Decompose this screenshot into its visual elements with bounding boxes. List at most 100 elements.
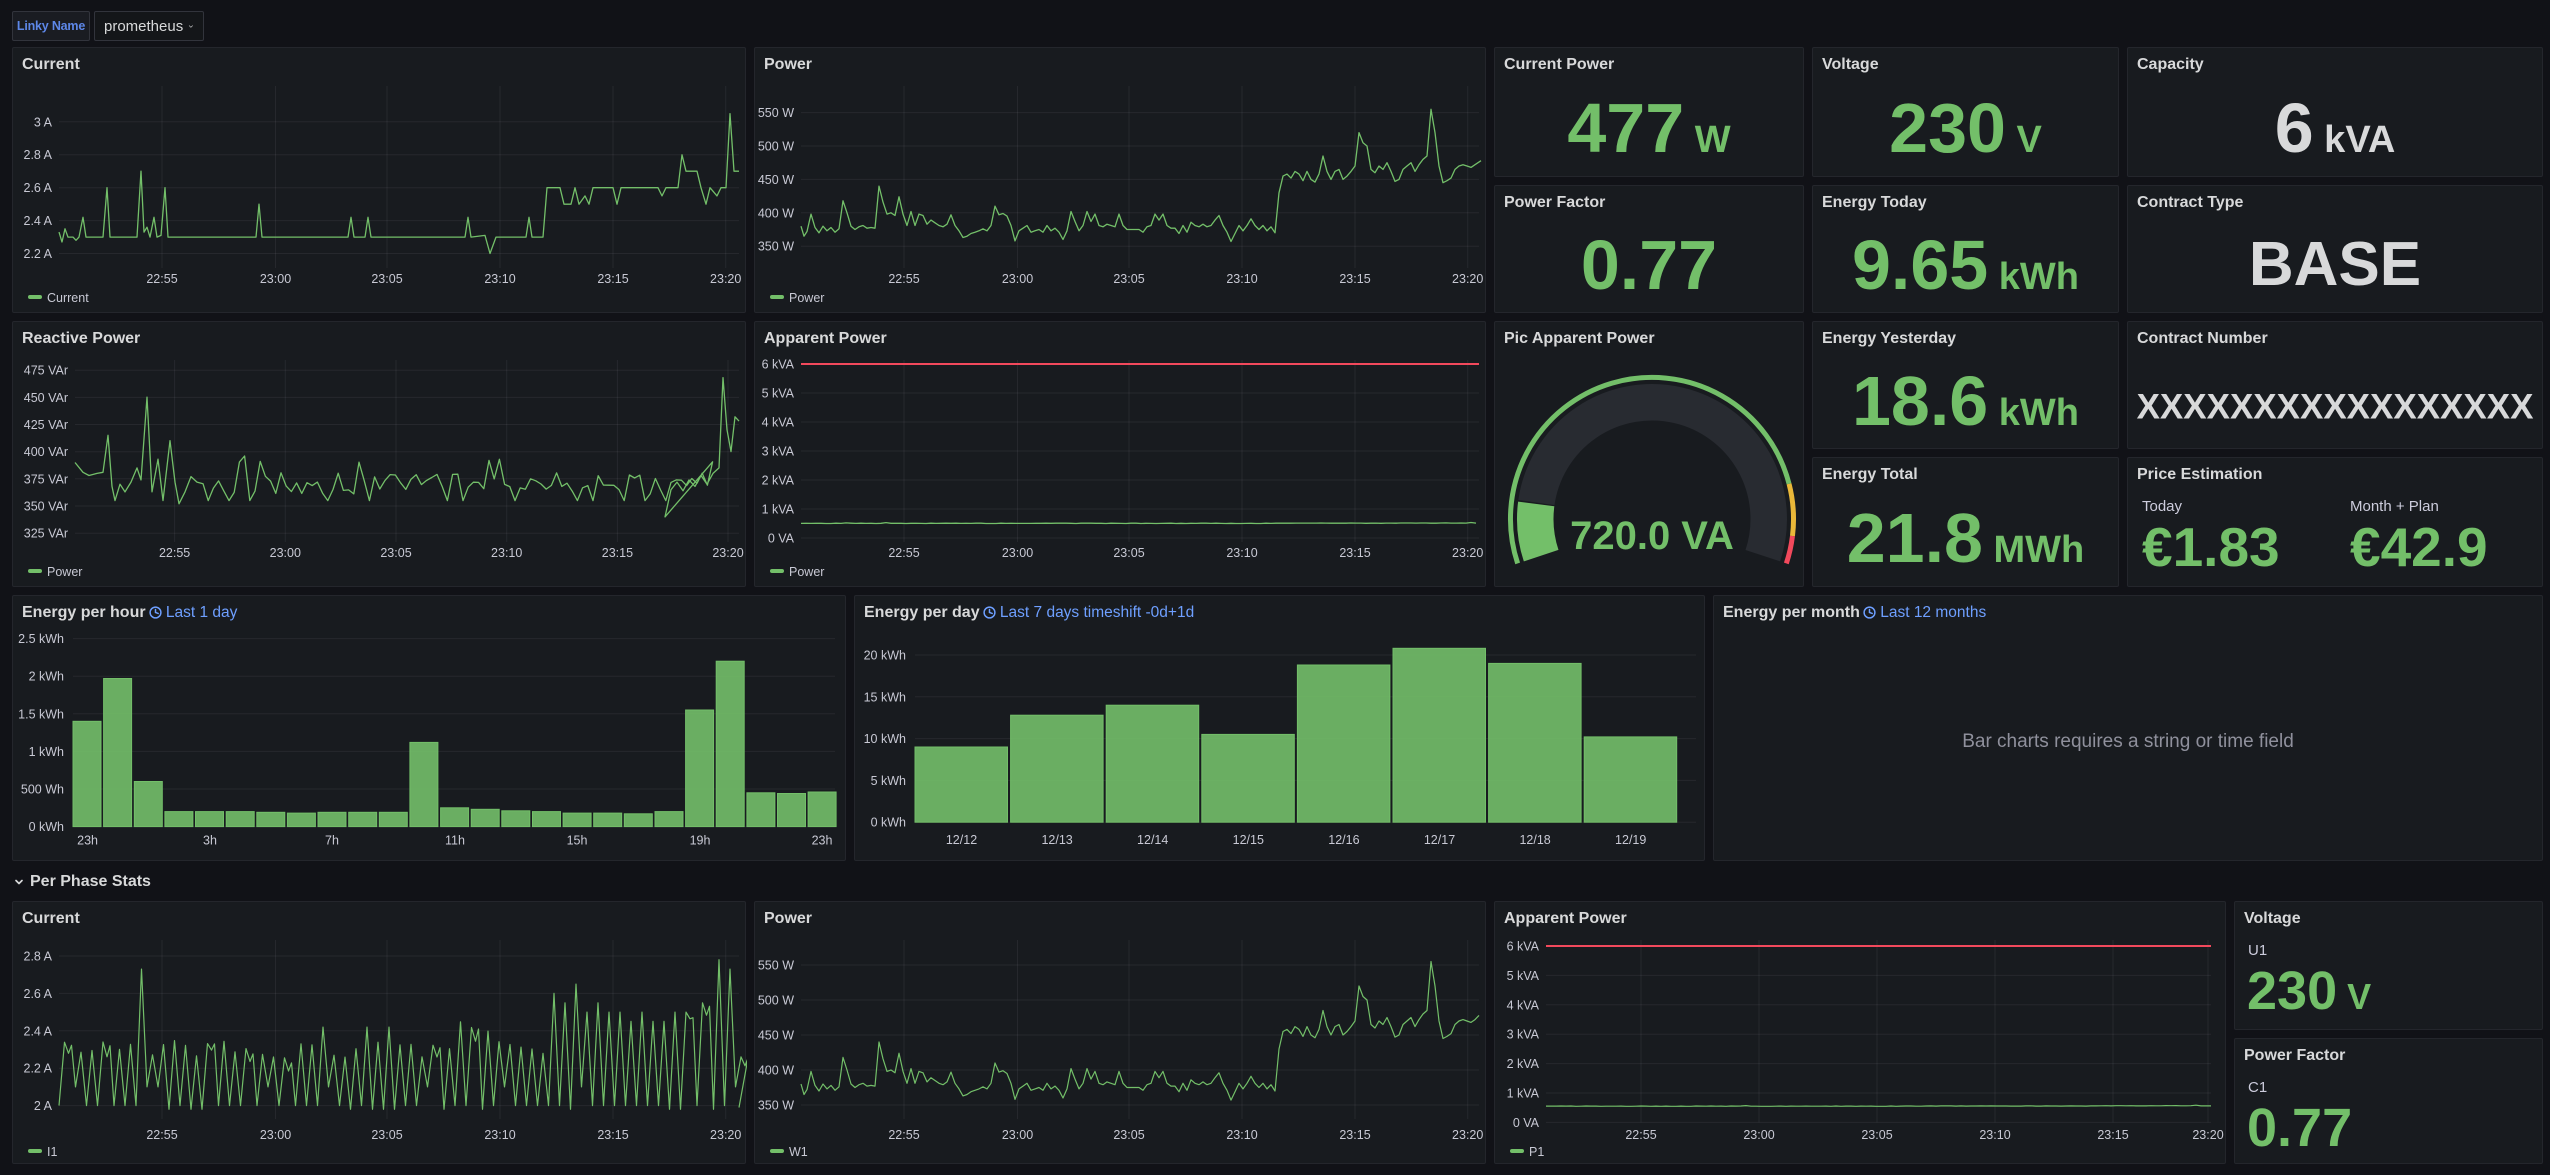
svg-text:12/13: 12/13 — [1041, 833, 1072, 847]
svg-text:2.8 A: 2.8 A — [24, 148, 53, 162]
svg-text:1 kWh: 1 kWh — [29, 745, 64, 759]
svg-text:12/16: 12/16 — [1328, 833, 1359, 847]
svg-text:22:55: 22:55 — [146, 1128, 177, 1142]
svg-text:4 kVA: 4 kVA — [762, 416, 795, 430]
svg-text:23:15: 23:15 — [2097, 1128, 2128, 1142]
svg-text:23:15: 23:15 — [597, 272, 628, 286]
svg-text:500 W: 500 W — [758, 140, 794, 154]
svg-text:450 W: 450 W — [758, 1029, 794, 1043]
svg-text:23h: 23h — [812, 834, 833, 848]
svg-text:23h: 23h — [77, 834, 98, 848]
svg-text:12/12: 12/12 — [946, 833, 977, 847]
svg-text:6 kVA: 6 kVA — [762, 358, 795, 372]
svg-text:23:10: 23:10 — [1226, 272, 1257, 286]
svg-text:22:55: 22:55 — [1625, 1128, 1656, 1142]
svg-text:23:20: 23:20 — [712, 546, 743, 560]
svg-text:500 Wh: 500 Wh — [21, 783, 64, 797]
svg-text:23:15: 23:15 — [1339, 546, 1370, 560]
svg-text:23:00: 23:00 — [1002, 1128, 1033, 1142]
svg-text:12/17: 12/17 — [1424, 833, 1455, 847]
svg-text:22:55: 22:55 — [146, 272, 177, 286]
svg-text:2.2 A: 2.2 A — [24, 247, 53, 261]
svg-text:23:05: 23:05 — [1113, 546, 1144, 560]
svg-text:475 VAr: 475 VAr — [24, 364, 68, 378]
svg-text:2 A: 2 A — [34, 1099, 53, 1113]
svg-text:23:05: 23:05 — [371, 1128, 402, 1142]
svg-text:23:00: 23:00 — [1002, 546, 1033, 560]
svg-text:12/18: 12/18 — [1519, 833, 1550, 847]
svg-text:350 W: 350 W — [758, 1099, 794, 1113]
svg-text:4 kVA: 4 kVA — [1507, 998, 1540, 1012]
svg-text:23:15: 23:15 — [602, 546, 633, 560]
svg-text:5 kVA: 5 kVA — [762, 387, 795, 401]
svg-text:550 W: 550 W — [758, 959, 794, 973]
svg-text:2.8 A: 2.8 A — [24, 950, 53, 964]
svg-text:23:05: 23:05 — [1113, 1128, 1144, 1142]
svg-text:2.6 A: 2.6 A — [24, 181, 53, 195]
svg-text:0 VA: 0 VA — [1513, 1116, 1540, 1130]
svg-text:400 VAr: 400 VAr — [24, 445, 68, 459]
svg-text:23:20: 23:20 — [710, 272, 741, 286]
svg-text:Power: Power — [789, 565, 824, 579]
svg-text:2.2 A: 2.2 A — [24, 1062, 53, 1076]
svg-text:15 kWh: 15 kWh — [864, 690, 906, 704]
svg-text:2.5 kWh: 2.5 kWh — [18, 632, 64, 646]
svg-text:I1: I1 — [47, 1145, 57, 1159]
svg-text:2 kVA: 2 kVA — [1507, 1057, 1540, 1071]
svg-text:550 W: 550 W — [758, 106, 794, 120]
svg-text:23:10: 23:10 — [484, 1128, 515, 1142]
svg-text:7h: 7h — [325, 834, 339, 848]
svg-text:0 VA: 0 VA — [768, 532, 795, 546]
svg-text:23:10: 23:10 — [1226, 546, 1257, 560]
svg-text:6 kVA: 6 kVA — [1507, 940, 1540, 954]
svg-text:23:10: 23:10 — [1979, 1128, 2010, 1142]
svg-text:23:20: 23:20 — [710, 1128, 741, 1142]
svg-text:23:15: 23:15 — [597, 1128, 628, 1142]
svg-text:23:20: 23:20 — [1452, 1128, 1483, 1142]
svg-text:450 VAr: 450 VAr — [24, 391, 68, 405]
svg-text:11h: 11h — [445, 834, 465, 848]
svg-text:720.0 VA: 720.0 VA — [1570, 514, 1734, 558]
svg-text:23:20: 23:20 — [2192, 1128, 2223, 1142]
svg-text:375 VAr: 375 VAr — [24, 472, 68, 486]
svg-text:425 VAr: 425 VAr — [24, 418, 68, 432]
svg-text:23:05: 23:05 — [371, 272, 402, 286]
svg-text:22:55: 22:55 — [888, 1128, 919, 1142]
svg-text:10 kWh: 10 kWh — [864, 732, 906, 746]
svg-text:19h: 19h — [690, 834, 711, 848]
svg-text:23:05: 23:05 — [1113, 272, 1144, 286]
svg-text:W1: W1 — [789, 1145, 808, 1159]
svg-text:2.4 A: 2.4 A — [24, 214, 53, 228]
svg-text:3h: 3h — [203, 834, 217, 848]
svg-text:23:00: 23:00 — [270, 546, 301, 560]
svg-text:12/14: 12/14 — [1137, 833, 1168, 847]
svg-text:12/15: 12/15 — [1233, 833, 1264, 847]
svg-text:15h: 15h — [567, 834, 588, 848]
svg-text:2.6 A: 2.6 A — [24, 987, 53, 1001]
svg-text:23:00: 23:00 — [260, 272, 291, 286]
svg-text:400 W: 400 W — [758, 1064, 794, 1078]
svg-text:23:00: 23:00 — [1743, 1128, 1774, 1142]
svg-text:1 kVA: 1 kVA — [1507, 1087, 1540, 1101]
svg-text:12/19: 12/19 — [1615, 833, 1646, 847]
svg-text:2.4 A: 2.4 A — [24, 1024, 53, 1038]
svg-text:325 VAr: 325 VAr — [24, 527, 68, 541]
svg-text:450 W: 450 W — [758, 173, 794, 187]
svg-text:23:20: 23:20 — [1452, 546, 1483, 560]
svg-text:Power: Power — [789, 291, 824, 305]
svg-text:2 kWh: 2 kWh — [29, 670, 64, 684]
svg-text:23:05: 23:05 — [1861, 1128, 1892, 1142]
svg-text:350 W: 350 W — [758, 240, 794, 254]
svg-text:22:55: 22:55 — [888, 546, 919, 560]
svg-text:23:10: 23:10 — [1226, 1128, 1257, 1142]
svg-text:3 A: 3 A — [34, 115, 53, 129]
svg-text:23:10: 23:10 — [491, 546, 522, 560]
svg-text:1 kVA: 1 kVA — [762, 503, 795, 517]
svg-text:23:00: 23:00 — [260, 1128, 291, 1142]
svg-text:2 kVA: 2 kVA — [762, 474, 795, 488]
svg-text:5 kVA: 5 kVA — [1507, 969, 1540, 983]
svg-text:23:15: 23:15 — [1339, 272, 1370, 286]
svg-text:23:00: 23:00 — [1002, 272, 1033, 286]
svg-text:23:05: 23:05 — [380, 546, 411, 560]
svg-text:5 kWh: 5 kWh — [871, 774, 906, 788]
